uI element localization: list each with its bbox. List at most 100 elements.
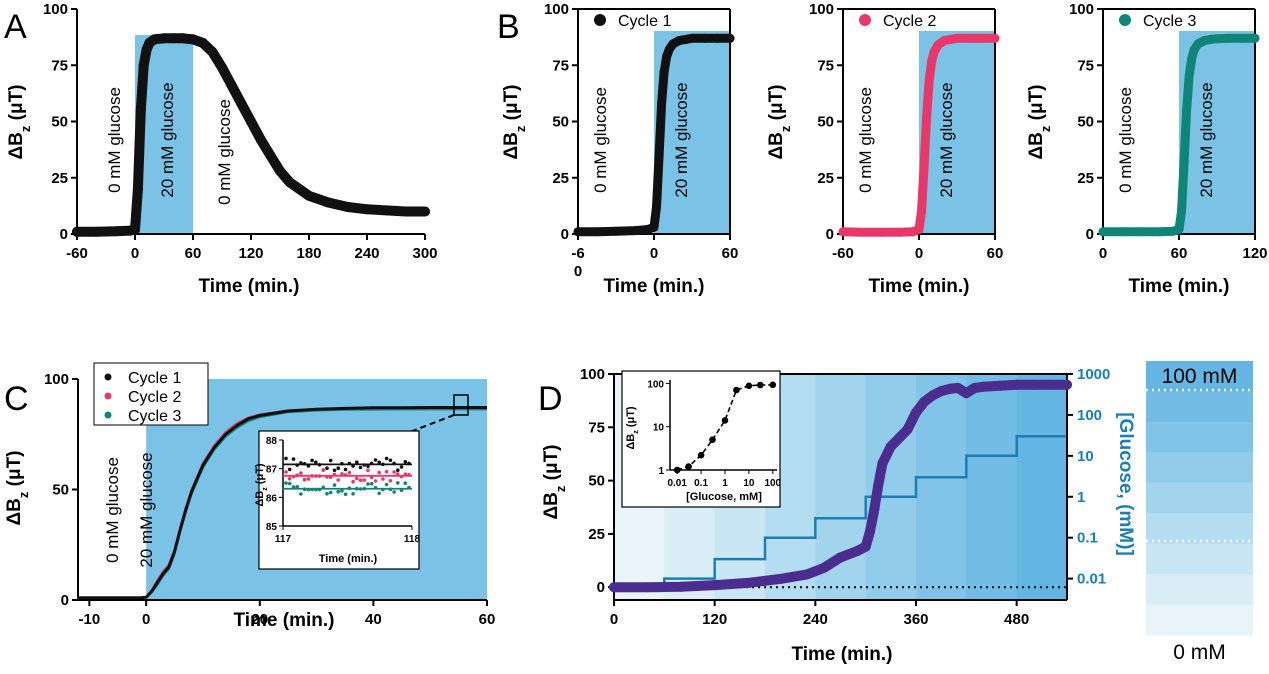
y-label-unit: (μT) [766,84,787,125]
series-a-point [236,98,247,109]
series-b3-point [1117,227,1127,237]
inset-point [306,464,311,468]
series-b3-point [1136,227,1146,237]
inset-c: 117 118 85 86 87 88 ΔBz (μT) Time (min.) [254,430,421,570]
y-label-sub: z [778,126,793,132]
inset-point [403,481,408,486]
scale-label-bottom: 0 mM [1173,641,1226,664]
inset-x-tick-label: 0.1 [694,478,708,489]
inset-point [325,475,329,479]
right-tick-label: 1000 [1077,366,1110,383]
series-b3-point [1179,157,1189,167]
series-a-point [217,62,227,73]
y-label-unit: (μT) [6,84,27,125]
annotation-0mm: 0 mM glucose [103,457,122,563]
inset-point [381,487,385,492]
annotation-0mm: 0 mM glucose [856,87,875,193]
series-a-point [188,34,198,45]
y-label-delta: ΔB [501,132,522,159]
legend-marker-b2 [859,14,871,26]
x-tick-label: 60 [185,245,202,262]
y-tick-label: 100 [1069,1,1094,18]
annotation-0mm: 0 mM glucose [105,87,124,193]
inset-point [369,475,374,480]
series-d-point [978,381,989,392]
inset-point [314,474,318,478]
glucose-color-scale: 100 mM 0 mM [1146,361,1253,664]
series-b1-point [659,67,669,77]
inset-point [299,471,303,475]
panel-letter-d: D [538,380,563,418]
series-d-point [743,577,754,588]
inset-y-tick-label: 86 [266,493,278,504]
inset-point [396,481,400,485]
inset-d: 0.01 0.1 1 10 100 1 10 100 ΔBz (μT) [Glucose, mM] [621,370,782,508]
x-tick-label: 40 [365,611,382,628]
y-tick-label: 25 [552,170,569,187]
inset-x-tick-label: 0.01 [667,478,687,489]
inset-point [381,462,385,467]
series-b2-point [838,227,848,237]
x-tick-label: 240 [803,611,828,628]
inset-point [343,473,348,477]
series-b2-point [927,56,937,66]
inset-point [366,464,370,469]
series-a-point [255,134,266,145]
series-d-point [818,563,829,573]
series-b3-point [1098,227,1108,237]
x-axis-label-c: Time (min.) [234,610,335,631]
series-a-point [159,33,169,44]
inset-point [399,488,404,493]
glucose-axis-label: [Glucose, (mM)] [1115,412,1136,556]
x-tick-label: 120 [702,611,727,628]
inset-point [302,477,307,482]
inset-point [388,487,393,492]
panel-a: 0 mM glucose 20 mM glucose 0 mM glucose -60… [4,1,438,297]
y-label-sub: z [18,126,33,132]
series-b1-point [592,227,602,237]
inset-point [392,490,396,494]
series-a-point [91,226,102,237]
series-b1-point [654,150,664,160]
x-tick-label: 0 [915,245,923,262]
x-axis-label-b1: Time (min.) [604,276,705,297]
inset-point [377,460,382,465]
series-b1-point [700,33,710,43]
series-d-point [1062,379,1072,390]
inset-fit-line [676,384,773,471]
inset-point [317,487,322,492]
zoom-box [453,394,469,416]
inset-point [377,470,382,475]
inset-point [306,487,311,492]
x-tick-label: 60 [1171,245,1188,262]
y-axis-label-a: ΔBz (μT) [6,84,33,159]
series-a-point [130,224,140,235]
y-label-delta: ΔB [625,434,637,450]
inset-point [407,485,411,490]
inset-point [358,478,363,483]
series-d-point [873,479,884,490]
x-tick-label: -10 [79,611,101,628]
right-tick-label: 0.1 [1077,530,1098,547]
inset-point [396,468,400,473]
series-a-point [207,46,218,57]
series-a-point [149,34,160,45]
legend-marker-b1 [594,14,606,26]
inset-y-tick-label: 100 [647,379,664,390]
inset-point [384,469,389,474]
inset-point [332,483,337,487]
series-d-point [676,581,687,592]
series-b1-point [649,222,659,232]
legend-label-b2: Cycle 2 [883,13,936,30]
series-a-point [135,105,146,116]
x-tick-label: 300 [412,245,437,262]
y-label-unit: (μT) [1026,84,1047,125]
series-b2-point [876,227,886,237]
series-b2-point [922,112,932,122]
inset-point [291,474,296,479]
series-b2-point [990,33,1000,43]
series-a-point [275,166,285,176]
inset-point [366,482,370,486]
series-b2-point [933,40,943,50]
